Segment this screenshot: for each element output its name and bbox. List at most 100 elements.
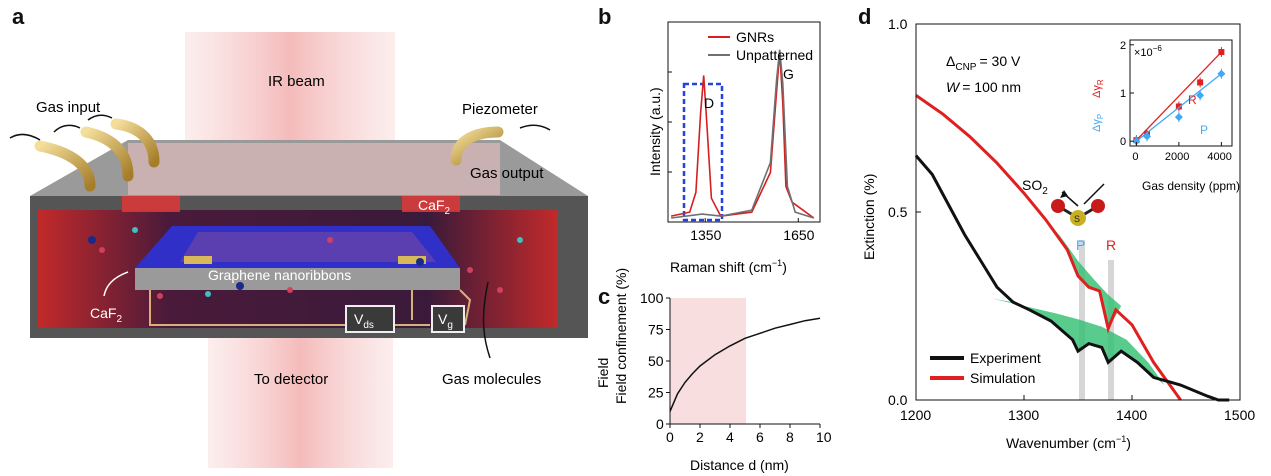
confinement-ytick-label: 25 [648,385,664,401]
confinement-xlabel: Distance d (nm) [690,457,789,473]
inset-point-r [1218,49,1225,56]
so2-label: SO [1022,177,1042,193]
inset-ytick-label: 2 [1120,40,1126,52]
label-to-detector: To detector [254,371,328,388]
inset-point-p [1217,69,1226,78]
oxygen-atom [1051,199,1065,213]
svg-text:S: S [1074,214,1080,224]
label-piezometer: Piezometer [462,101,538,118]
inset-point-p [1132,137,1141,146]
inset-point-r [1197,79,1204,86]
inset-ytick-label: 1 [1120,88,1126,100]
inset-multiplier: ×10 [1134,47,1153,59]
inset-xtick-label: 4000 [1207,151,1231,163]
label-vds: V [354,311,364,327]
extinction-xtick-label: 1300 [1008,407,1039,423]
extinction-xtick-label: 1400 [1116,407,1147,423]
confinement-xtick-label: 6 [756,429,764,445]
panel-letter-b: b [598,4,612,29]
substrate [135,268,460,290]
inset-ylabel-p: Δγ [1091,119,1103,132]
inset-point-p [1143,132,1151,141]
confinement-ytick-label: 0 [656,416,664,432]
svg-text:CaF2: CaF2 [90,305,122,325]
confinement-shaded [670,298,746,424]
label-graphene: Graphene nanoribbons [208,267,351,283]
so2-molecule: S [1051,183,1105,226]
vds-box [345,305,395,333]
oxygen-atom [1091,199,1105,213]
confinement-ylabel-1: Field [595,358,611,388]
extinction-xtick-label: 1500 [1224,407,1255,423]
confinement-line [669,317,821,412]
extinction-ylabel: Extinction (%) [861,174,877,260]
inset-label-r: R [1188,93,1197,107]
legend-gnrs: GNRs [736,29,774,45]
label-gas-input: Gas input [36,99,101,116]
legend-simulation: Simulation [970,370,1035,386]
label-gas-output: Gas output [470,165,544,182]
panel-letter-a: a [12,4,25,29]
svg-text:×10−6: ×10−6 [1134,44,1162,59]
legend-experiment: Experiment [970,350,1041,366]
extinction-series-experiment [914,154,1230,402]
label-gas-molecules: Gas molecules [442,371,541,388]
confinement-ytick-label: 75 [648,322,664,338]
label-ir-beam: IR beam [268,73,325,90]
svg-text:Raman shift (cm−1): Raman shift (cm−1) [670,258,787,275]
inset-fit-p [1135,73,1222,142]
extinction-ytick-label: 0.5 [888,204,908,220]
p-mode-label: P [1076,237,1085,253]
raman-xtick-label: 1350 [690,227,721,243]
confinement-ylabel: Field confinement (%) [613,268,629,404]
extinction-series-simulation [915,94,1182,401]
ir-beam-lower [208,338,393,468]
extinction-xlabel: Wavenumber (cm [1006,435,1116,451]
gas-molecules-decoration [88,227,523,299]
r-mode-label: R [1106,237,1116,253]
svg-text:Vg: Vg [438,311,453,331]
extinction-ytick-label: 0.0 [888,392,908,408]
svg-text:Wavenumber (cm−1): Wavenumber (cm−1) [1006,434,1131,451]
svg-text:W= 100 nm: W = 100 nm [946,79,1021,95]
extinction-ytick-label: 1.0 [888,16,908,32]
gas-tubes [34,118,504,192]
confinement-ytick-label: 50 [648,353,664,369]
svg-text:CaF2: CaF2 [418,197,450,217]
confinement-ytick-label: 100 [640,290,664,306]
svg-text:Vds: Vds [354,311,374,331]
simulation-diff-fill [1040,212,1122,329]
svg-text:ΔCNP= 30 V: ΔCNP = 30 V [946,53,1021,73]
raman-xtick-label: 1650 [783,227,814,243]
inset-point-r [1175,103,1182,110]
raman-series-unpatterned [671,49,815,219]
label-caf2-left: CaF [90,305,116,321]
svg-text:ΔγP: ΔγP [1091,114,1105,132]
raman-ylabel: Intensity (a.u.) [647,87,663,176]
panel-letter-d: d [858,4,872,29]
confinement-xtick-label: 2 [696,429,704,445]
raman-series-gnrs [670,51,815,219]
p-band [1079,240,1085,400]
raman-xlabel: Raman shift (cm [670,259,772,275]
inset-xlabel: Gas density (ppm) [1142,179,1240,193]
inset-point-p [1196,91,1205,100]
legend-unpatterned: Unpatterned [736,47,813,63]
inset-xtick-label: 2000 [1165,151,1189,163]
inset-ytick-label: 0 [1120,136,1126,148]
svg-text:ΔγR: ΔγR [1091,79,1105,98]
delta-cnp: Δ [946,53,955,69]
r-band [1108,260,1114,400]
confinement-xtick-label: 0 [666,429,674,445]
experiment-diff-fill [991,298,1165,385]
w-label: W [946,79,961,95]
inset-xtick-label: 0 [1132,151,1138,163]
inset-fit-r [1135,51,1222,141]
raman-label-d: D [704,95,714,111]
confinement-xtick-label: 4 [726,429,734,445]
confinement-xtick-label: 8 [786,429,794,445]
